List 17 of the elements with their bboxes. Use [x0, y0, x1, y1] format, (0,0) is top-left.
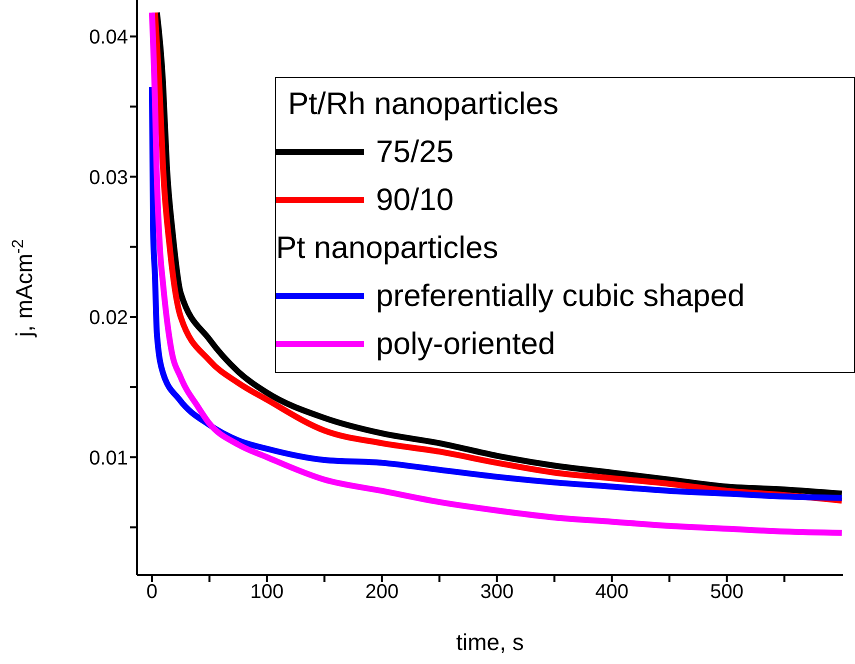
annotation: Pt nanoparticles: [276, 229, 500, 267]
x-tick-label: 400: [595, 581, 629, 604]
legend-title: Pt/Rh nanoparticles: [287, 85, 560, 123]
legend-label: poly-oriented: [376, 326, 556, 362]
x-tick-label: 500: [710, 581, 744, 604]
x-tick-label: 100: [250, 581, 284, 604]
x-axis-title: time, s: [456, 629, 524, 655]
legend-label: 90/10: [376, 182, 454, 218]
legend-label: preferentially cubic shaped: [376, 278, 745, 314]
x-tick-label: 300: [480, 581, 514, 604]
x-tick-label: 200: [365, 581, 399, 604]
y-tick-label: 0.04: [89, 26, 128, 49]
y-tick-label: 0.02: [89, 307, 128, 330]
x-tick-label: 0: [146, 581, 158, 604]
legend-label: 75/25: [376, 134, 454, 170]
y-tick-label: 0.01: [89, 447, 128, 470]
y-tick-label: 0.03: [89, 166, 128, 189]
